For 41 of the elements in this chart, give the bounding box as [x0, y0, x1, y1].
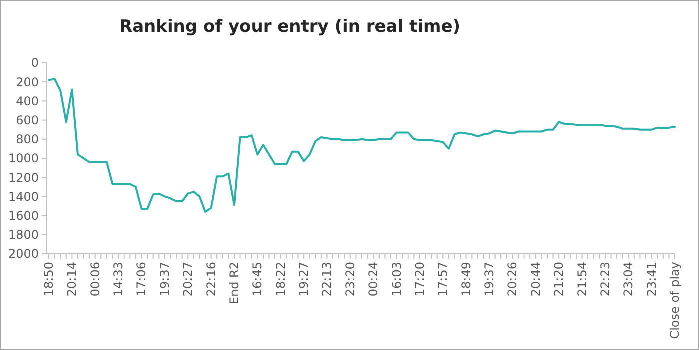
x-tick-label: 18:49: [459, 262, 474, 297]
x-tick-label: 19:37: [158, 262, 172, 297]
y-tick-label: 600: [16, 114, 39, 128]
x-tick-label: Close of play: [668, 262, 682, 340]
x-tick-label: 21:54: [575, 262, 590, 297]
x-tick-label: 23:20: [343, 262, 358, 297]
x-tick-label: 23:41: [644, 262, 659, 297]
x-tick-label: 18:22: [274, 262, 288, 297]
y-tick-label: 400: [16, 94, 39, 108]
x-tick-label: 19:37: [482, 262, 497, 297]
x-tick-label: 20:26: [506, 262, 520, 297]
x-tick-label: 16:03: [390, 262, 404, 297]
x-tick-label: 22:13: [320, 262, 334, 297]
x-tick-label: 16:45: [250, 262, 265, 297]
x-tick-label: 17:57: [436, 262, 450, 297]
x-tick-label: 22:23: [598, 262, 612, 297]
y-tick-label: 0: [31, 56, 39, 70]
x-tick-label: 17:06: [134, 262, 149, 297]
y-tick-label: 1400: [8, 190, 39, 204]
chart-title: Ranking of your entry (in real time): [119, 17, 461, 37]
line-series: [48, 78, 676, 213]
x-tick-label: 00:06: [88, 262, 102, 297]
x-tick-label: 18:50: [42, 262, 56, 297]
x-tick-label: 17:20: [412, 262, 427, 297]
y-tick-label: 1000: [8, 152, 39, 166]
x-tick-label: 00:24: [366, 262, 381, 297]
y-tick-label: 200: [16, 75, 39, 90]
x-tick-label: 19:27: [297, 262, 312, 297]
x-tick-label: 20:44: [528, 262, 543, 297]
y-tick-label: 1600: [8, 209, 39, 223]
x-tick-label: 23:04: [622, 262, 636, 297]
x-tick-label: 14:33: [112, 262, 126, 297]
x-tick-label: 20:27: [181, 262, 196, 297]
x-tick-label: 21:20: [552, 262, 566, 297]
y-tick-label: 1200: [8, 170, 39, 185]
x-tick-label: End R2: [227, 262, 242, 305]
x-tick-label: 22:16: [204, 262, 218, 297]
y-tick-label: 1800: [8, 228, 39, 242]
y-tick-label: 2000: [8, 247, 39, 262]
y-tick-label: 800: [16, 132, 39, 147]
x-tick-label: 20:14: [65, 262, 80, 297]
